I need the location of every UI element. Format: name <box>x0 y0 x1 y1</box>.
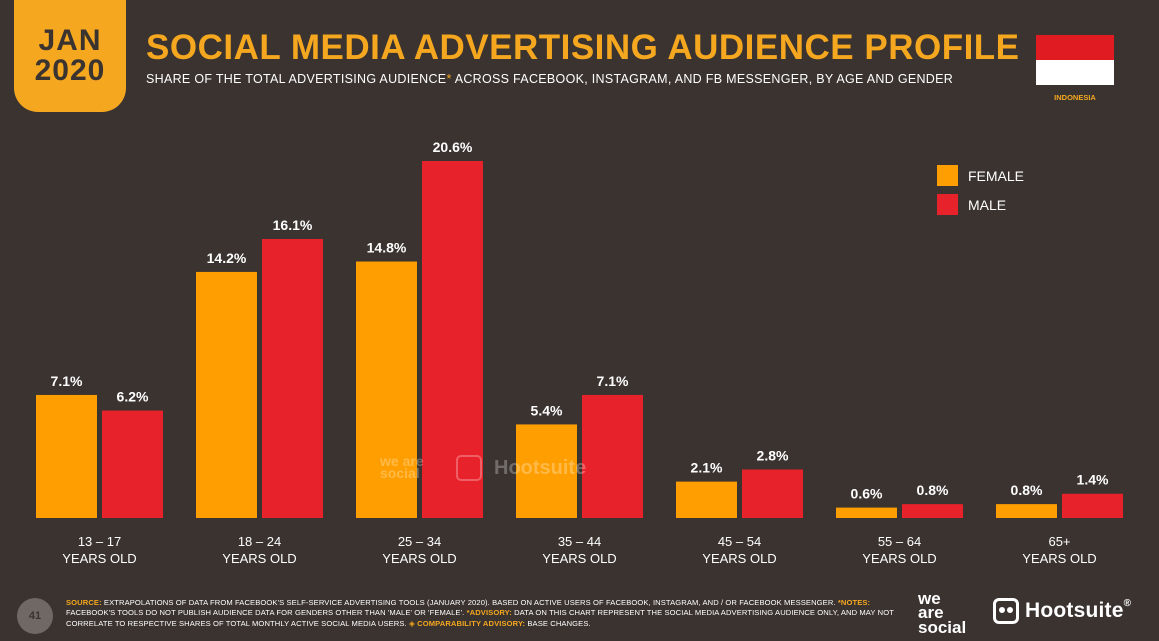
x-tick-sublabel-2: YEARS OLD <box>382 551 456 566</box>
bar-male-2 <box>422 161 483 518</box>
x-tick-sublabel-6: YEARS OLD <box>1022 551 1096 566</box>
notes-text: FACEBOOK'S TOOLS DO NOT PUBLISH AUDIENCE… <box>66 608 467 618</box>
bar-label-male-3: 7.1% <box>597 373 629 389</box>
watermark-we-are-social: we are social <box>380 453 424 481</box>
date-badge: JAN 2020 <box>14 0 126 112</box>
bar-female-5 <box>836 507 897 518</box>
x-tick-sublabel-5: YEARS OLD <box>862 551 936 566</box>
bar-label-female-6: 0.8% <box>1011 482 1043 498</box>
subtitle-text-rest: ACROSS FACEBOOK, INSTAGRAM, AND FB MESSE… <box>451 72 954 86</box>
x-tick-sublabel-1: YEARS OLD <box>222 551 296 566</box>
we-are-social-logo: we are social <box>918 589 978 637</box>
page-title: SOCIAL MEDIA ADVERTISING AUDIENCE PROFIL… <box>146 28 1020 67</box>
bar-male-3 <box>582 394 643 518</box>
bar-label-male-6: 1.4% <box>1077 472 1109 488</box>
x-tick-label-6: 65+ <box>1048 534 1070 549</box>
advisory-text: DATA ON THIS CHART REPRESENT THE SOCIAL … <box>66 608 894 628</box>
bar-label-female-0: 7.1% <box>51 373 83 389</box>
bar-label-female-1: 14.2% <box>207 250 247 266</box>
bar-label-female-4: 2.1% <box>691 460 723 476</box>
bar-female-3 <box>516 424 577 518</box>
bar-label-female-3: 5.4% <box>531 402 563 418</box>
bar-male-6 <box>1062 493 1123 518</box>
flag-white-stripe <box>1036 60 1114 85</box>
indonesia-flag-icon <box>1036 35 1114 85</box>
source-notes: SOURCE: EXTRAPOLATIONS OF DATA FROM FACE… <box>66 598 896 629</box>
legend-swatch-male <box>937 194 958 215</box>
legend-swatch-female <box>937 165 958 186</box>
x-tick-label-2: 25 – 34 <box>398 534 441 549</box>
watermark: we are social Hootsuite <box>380 453 587 481</box>
bar-label-male-1: 16.1% <box>273 217 313 233</box>
watermark-hootsuite: Hootsuite <box>494 456 587 479</box>
chart-legend: FEMALE MALE <box>937 165 1024 223</box>
bar-label-female-5: 0.6% <box>851 486 883 502</box>
bar-male-5 <box>902 504 963 518</box>
advisory-key: *ADVISORY: <box>466 608 512 618</box>
date-month: JAN <box>38 24 102 57</box>
bar-female-4 <box>676 481 737 518</box>
page-subtitle: SHARE OF THE TOTAL ADVERTISING AUDIENCE*… <box>146 72 953 86</box>
logo-social: social <box>918 617 967 637</box>
footer: 41 SOURCE: EXTRAPOLATIONS OF DATA FROM F… <box>0 588 1159 641</box>
bar-female-0 <box>36 394 97 518</box>
x-tick-sublabel-4: YEARS OLD <box>702 551 776 566</box>
x-tick-label-3: 35 – 44 <box>558 534 601 549</box>
source-text: EXTRAPOLATIONS OF DATA FROM FACEBOOK'S S… <box>101 598 838 607</box>
legend-label-female: FEMALE <box>968 167 1025 184</box>
date-year: 2020 <box>34 54 106 87</box>
comparability-key: ◈ COMPARABILITY ADVISORY: <box>408 618 526 628</box>
bar-label-male-5: 0.8% <box>917 482 949 498</box>
bar-chart: 7.1% 6.2% 13 – 17 YEARS OLD 14.2% 16.1% 18 – 2… <box>36 139 1123 566</box>
hootsuite-wordmark: Hootsuite <box>1025 599 1124 622</box>
bar-female-2 <box>356 261 417 518</box>
comparability-text: BASE CHANGES. <box>525 618 591 628</box>
x-tick-label-5: 55 – 64 <box>878 534 921 549</box>
country-label: INDONESIA <box>1054 93 1096 102</box>
subtitle-text: SHARE OF THE TOTAL ADVERTISING AUDIENCE <box>146 72 447 86</box>
notes-key: *NOTES: <box>837 598 871 607</box>
hootsuite-registered: ® <box>1123 598 1132 609</box>
x-tick-sublabel-0: YEARS OLD <box>62 551 136 566</box>
bar-male-1 <box>262 238 323 518</box>
bar-female-6 <box>996 504 1057 518</box>
flag-red-stripe <box>1036 35 1114 60</box>
hootsuite-logo: Hootsuite ® <box>993 598 1131 624</box>
bar-female-1 <box>196 271 257 518</box>
source-key: SOURCE: <box>66 598 102 607</box>
x-tick-label-1: 18 – 24 <box>238 534 281 549</box>
legend-label-male: MALE <box>968 196 1007 213</box>
bar-label-male-4: 2.8% <box>757 447 789 463</box>
x-tick-label-4: 45 – 54 <box>718 534 761 549</box>
subtitle-asterisk: * <box>446 72 452 86</box>
logo-are: are <box>918 603 944 623</box>
bar-male-0 <box>102 410 163 518</box>
page-number: 41 <box>17 598 53 634</box>
hootsuite-owl-icon <box>993 598 1019 624</box>
legend-item-female: FEMALE <box>937 165 1024 186</box>
bar-label-female-2: 14.8% <box>367 240 407 256</box>
bar-male-4 <box>742 469 803 518</box>
watermark-owl-icon <box>456 455 482 481</box>
x-tick-sublabel-3: YEARS OLD <box>542 551 616 566</box>
bar-label-male-2: 20.6% <box>433 139 473 155</box>
legend-item-male: MALE <box>937 194 1024 215</box>
logo-we: we <box>918 589 941 608</box>
x-tick-label-0: 13 – 17 <box>78 534 121 549</box>
bar-label-male-0: 6.2% <box>117 389 149 405</box>
